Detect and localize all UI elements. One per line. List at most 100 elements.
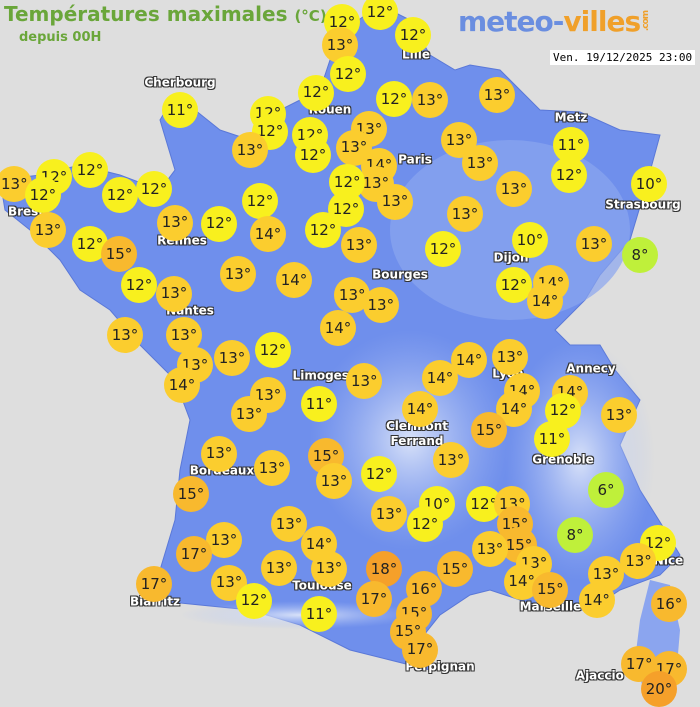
temperature-marker[interactable]: 11° xyxy=(301,596,337,632)
temperature-marker[interactable]: 13° xyxy=(336,129,372,166)
temperature-value: 17° xyxy=(360,589,388,608)
temperature-marker[interactable]: 13° xyxy=(479,77,515,113)
temperature-marker[interactable]: 11° xyxy=(301,386,337,422)
temperature-marker[interactable]: 12° xyxy=(236,582,272,619)
temperature-marker[interactable]: 15° xyxy=(471,412,507,448)
temperature-marker[interactable]: 10° xyxy=(512,222,548,258)
temperature-marker[interactable]: 12° xyxy=(376,81,412,117)
temperature-marker[interactable]: 15° xyxy=(437,551,473,587)
temperature-marker[interactable]: 14° xyxy=(402,391,438,428)
temperature-marker[interactable]: 6° xyxy=(588,472,624,508)
temperature-marker[interactable]: 14° xyxy=(320,310,356,346)
temperature-marker[interactable]: 12° xyxy=(201,205,237,242)
temperature-marker[interactable]: 16° xyxy=(651,586,687,622)
temperature-marker[interactable]: 13° xyxy=(201,435,237,472)
temperature-marker[interactable]: 12° xyxy=(330,56,366,92)
temperature-marker[interactable]: 12° xyxy=(72,152,108,188)
temperature-marker[interactable]: 13° xyxy=(377,183,413,220)
temperature-marker[interactable]: 13° xyxy=(220,256,256,292)
temperature-value: 12° xyxy=(365,464,393,483)
temperature-marker[interactable]: 13° xyxy=(341,227,377,263)
temperature-marker[interactable]: 14° xyxy=(276,262,312,298)
temperature-value: 15° xyxy=(177,484,205,503)
temperature-marker[interactable]: 13° xyxy=(206,522,242,558)
temperature-marker[interactable]: 17° xyxy=(176,536,212,572)
temperature-marker[interactable]: 15° xyxy=(101,236,137,272)
temperature-marker[interactable]: 13° xyxy=(157,204,193,241)
temperature-value: 16° xyxy=(410,579,438,598)
temperature-marker[interactable]: 13° xyxy=(472,531,508,567)
temperature-marker[interactable]: 12° xyxy=(255,332,291,368)
temperature-marker[interactable]: 13° xyxy=(620,543,657,579)
temperature-marker[interactable]: 13° xyxy=(601,397,637,433)
temperature-marker[interactable]: 13° xyxy=(311,550,347,587)
temperature-marker[interactable]: 14° xyxy=(422,360,458,396)
temperature-marker[interactable]: 13° xyxy=(412,82,448,118)
temperature-marker[interactable]: 13° xyxy=(316,463,352,499)
temperature-value: 12° xyxy=(205,214,233,233)
temperature-marker[interactable]: 13° xyxy=(371,496,407,532)
temperature-marker[interactable]: 13° xyxy=(156,275,192,312)
temperature-marker[interactable]: 13° xyxy=(576,226,612,262)
temperature-value: 13° xyxy=(275,514,303,533)
temperature-value: 13° xyxy=(265,558,293,577)
meteo-villes-logo[interactable]: meteo-villes.com xyxy=(458,6,660,45)
temperature-value: 13° xyxy=(160,284,188,302)
temperature-marker[interactable]: 12° xyxy=(121,267,157,303)
temperature-marker[interactable]: 13° xyxy=(433,442,469,478)
temperature-marker[interactable]: 13° xyxy=(231,396,267,432)
temperature-marker[interactable]: 15° xyxy=(532,571,569,608)
temperature-value: 13° xyxy=(224,264,252,283)
temperature-marker[interactable]: 13° xyxy=(271,506,307,542)
temperature-marker[interactable]: 13° xyxy=(334,277,371,313)
temperature-marker[interactable]: 13° xyxy=(261,550,297,586)
temperature-marker[interactable]: 13° xyxy=(496,171,532,207)
temperature-marker[interactable]: 17° xyxy=(402,631,438,668)
temperature-marker[interactable]: 12° xyxy=(305,212,341,248)
temperature-marker[interactable]: 14° xyxy=(527,283,563,319)
temperature-marker[interactable]: 12° xyxy=(640,525,676,561)
temperature-marker[interactable]: 12° xyxy=(407,506,443,542)
temperature-marker[interactable]: 12° xyxy=(465,486,502,522)
temperature-marker[interactable]: 13° xyxy=(232,132,268,168)
temperature-marker[interactable]: 12° xyxy=(425,231,461,267)
temperature-marker[interactable]: 15° xyxy=(173,476,209,512)
temperature-marker[interactable]: 13° xyxy=(107,317,143,353)
temperature-value: 17° xyxy=(625,654,653,673)
temperature-marker[interactable]: 12° xyxy=(24,177,61,213)
temperature-marker[interactable]: 17° xyxy=(136,566,172,602)
temperature-marker[interactable]: 13° xyxy=(447,196,483,232)
temperature-marker[interactable]: 11° xyxy=(162,92,198,128)
temperature-marker[interactable]: 12° xyxy=(295,137,331,173)
temperature-marker[interactable]: 12° xyxy=(395,17,431,53)
temperature-marker[interactable]: 10° xyxy=(631,166,667,202)
temperature-marker[interactable]: 17° xyxy=(356,581,392,617)
temperature-marker[interactable]: 13° xyxy=(214,340,250,376)
temperature-value: 13° xyxy=(236,140,264,159)
temperature-value: 12° xyxy=(644,533,672,552)
temperature-marker[interactable]: 12° xyxy=(298,74,334,111)
temperature-marker[interactable]: 14° xyxy=(250,216,286,252)
temperature-marker[interactable]: 12° xyxy=(496,267,532,303)
temperature-marker[interactable]: 8° xyxy=(622,237,658,273)
temperature-value: 14° xyxy=(280,270,308,289)
temperature-marker[interactable]: 13° xyxy=(492,339,528,376)
temperature-marker[interactable]: 12° xyxy=(242,183,278,219)
temperature-marker[interactable]: 12° xyxy=(102,177,138,213)
temperature-marker[interactable]: 12° xyxy=(136,171,172,207)
temperature-value: 13° xyxy=(496,347,524,366)
temperature-marker[interactable]: 13° xyxy=(346,363,383,399)
temperature-marker[interactable]: 12° xyxy=(362,0,398,30)
temperature-marker[interactable]: 8° xyxy=(557,517,593,553)
temperature-marker[interactable]: 11° xyxy=(534,421,570,457)
temperature-value: 14° xyxy=(305,534,333,553)
temperature-marker[interactable]: 12° xyxy=(551,157,587,193)
temperature-marker[interactable]: 14° xyxy=(164,367,200,403)
temperature-marker[interactable]: 13° xyxy=(254,450,290,486)
temperature-marker[interactable]: 13° xyxy=(462,145,498,181)
temperature-marker[interactable]: 20° xyxy=(641,671,677,707)
temperature-marker[interactable]: 12° xyxy=(361,456,397,492)
temperature-marker[interactable]: 13° xyxy=(362,287,399,323)
temperature-marker[interactable]: 13° xyxy=(30,212,66,248)
temperature-marker[interactable]: 14° xyxy=(578,582,615,618)
